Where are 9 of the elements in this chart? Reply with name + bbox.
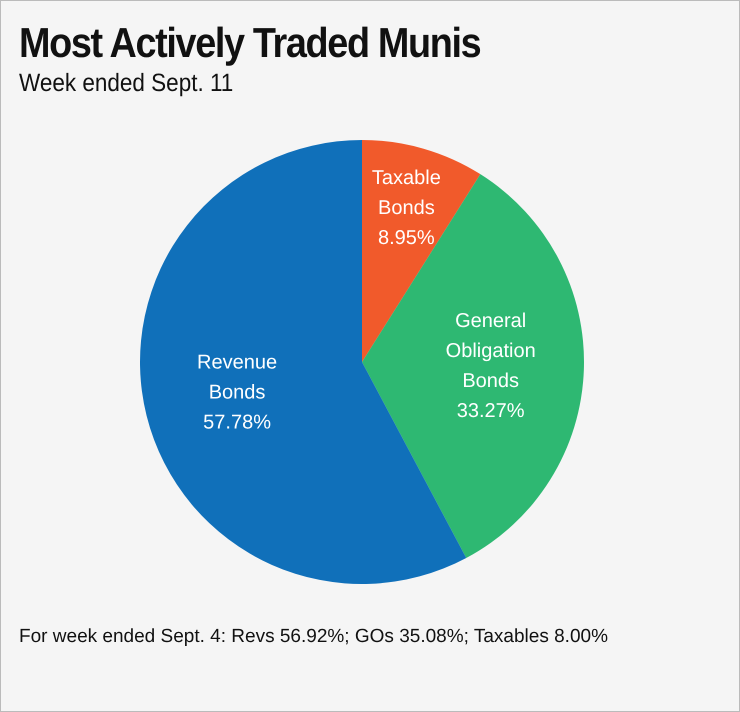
text: For week ended Sept. 4: Revs 56.92%; GOs 35.08%; Taxables 8.00%	[19, 626, 608, 648]
chart-title: Most Actively Traded Munis	[19, 19, 480, 67]
data-label: 8.95%	[378, 226, 435, 249]
slice-label: Revenue Bonds	[197, 352, 278, 404]
data-label: 57.78%	[203, 412, 272, 434]
chart-subtitle: Week ended Sept. 11	[19, 69, 234, 98]
slice-label: Taxable Bonds	[372, 166, 441, 219]
slice-label: General Obligation Bonds	[446, 310, 536, 392]
data-label: 33.27%	[456, 400, 525, 422]
